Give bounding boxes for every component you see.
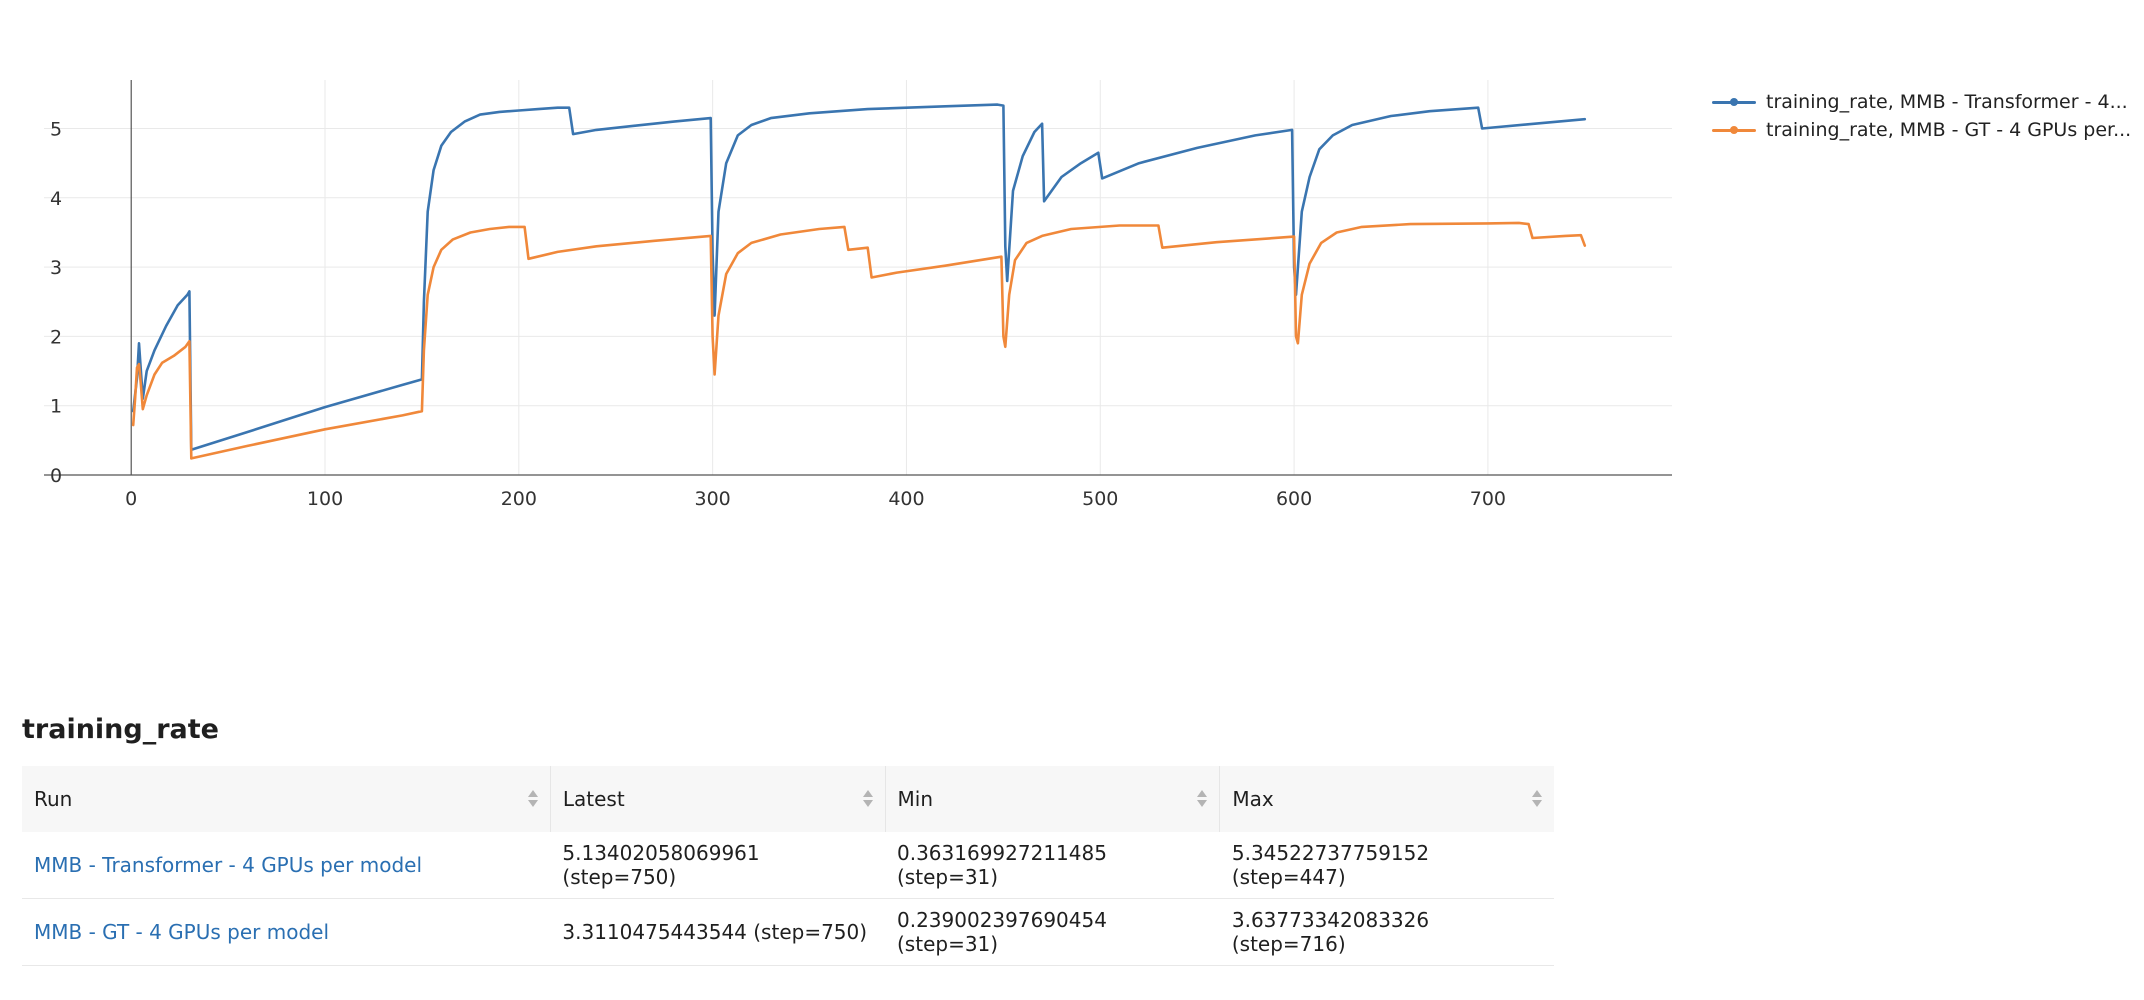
chart-series — [131, 103, 1587, 460]
column-header-label: Min — [897, 787, 934, 811]
x-tick-label: 200 — [501, 488, 537, 510]
column-header-label: Latest — [562, 787, 625, 811]
chart-legend: training_rate, MMB - Transformer - 4... … — [1712, 88, 2131, 144]
min-cell: 0.239002397690454 (step=31) — [885, 898, 1220, 966]
x-tick-label: 400 — [888, 488, 924, 510]
legend-item-transformer[interactable]: training_rate, MMB - Transformer - 4... — [1712, 88, 2131, 116]
metric-summary-table: Run Latest Min Max MMB - Transformer - 4… — [22, 766, 1554, 966]
y-tick-label: 3 — [50, 257, 62, 279]
sort-icon[interactable] — [862, 788, 873, 810]
legend-dot-gt — [1730, 126, 1738, 134]
run-link[interactable]: MMB - GT - 4 GPUs per model — [34, 920, 330, 944]
sort-icon[interactable] — [1532, 788, 1542, 810]
x-tick-label: 0 — [125, 488, 137, 510]
column-header-label: Max — [1232, 787, 1274, 811]
sort-icon[interactable] — [527, 788, 538, 810]
legend-item-gt[interactable]: training_rate, MMB - GT - 4 GPUs per... — [1712, 116, 2131, 144]
column-header-min[interactable]: Min — [885, 766, 1221, 832]
sort-icon[interactable] — [1197, 788, 1208, 810]
y-tick-label: 2 — [50, 326, 62, 348]
run-cell: MMB - GT - 4 GPUs per model — [22, 898, 551, 966]
y-tick-label: 0 — [50, 465, 62, 487]
x-tick-label: 500 — [1082, 488, 1118, 510]
legend-dot-transformer — [1730, 98, 1738, 106]
y-tick-label: 5 — [50, 119, 62, 141]
table-row: MMB - Transformer - 4 GPUs per model 5.1… — [22, 832, 1554, 899]
chart-tick-labels: 0 100 200 300 400 500 600 700 0 1 2 3 4 5 — [50, 119, 1506, 510]
max-cell: 5.34522737759152 (step=447) — [1219, 832, 1554, 899]
column-header-latest[interactable]: Latest — [550, 766, 886, 832]
table-header-row: Run Latest Min Max — [22, 766, 1554, 832]
training-rate-line-chart: 0 100 200 300 400 500 600 700 0 1 2 3 4 5 — [44, 80, 1672, 510]
chart-grid — [44, 80, 1672, 475]
chart-axes — [44, 80, 1672, 476]
legend-label-transformer: training_rate, MMB - Transformer - 4... — [1766, 91, 2128, 113]
legend-label-gt: training_rate, MMB - GT - 4 GPUs per... — [1766, 119, 2132, 141]
run-cell: MMB - Transformer - 4 GPUs per model — [22, 832, 551, 899]
x-tick-label: 600 — [1276, 488, 1312, 510]
table-row: MMB - GT - 4 GPUs per model 3.3110475443… — [22, 898, 1554, 966]
legend-swatch-icon — [1712, 92, 1756, 112]
run-link[interactable]: MMB - Transformer - 4 GPUs per model — [34, 853, 423, 877]
series-line-0 — [131, 103, 1587, 452]
latest-cell: 3.3110475443544 (step=750) — [550, 898, 885, 966]
x-tick-label: 700 — [1470, 488, 1506, 510]
series-line-1 — [131, 221, 1587, 460]
metric-title: training_rate — [22, 714, 219, 745]
y-tick-label: 4 — [50, 188, 62, 210]
max-cell: 3.63773342083326 (step=716) — [1219, 898, 1554, 966]
column-header-run[interactable]: Run — [22, 766, 551, 832]
x-tick-label: 100 — [307, 488, 343, 510]
latest-cell: 5.13402058069961 (step=750) — [550, 832, 885, 899]
legend-swatch-icon — [1712, 120, 1756, 140]
x-tick-label: 300 — [695, 488, 731, 510]
y-tick-label: 1 — [50, 396, 62, 418]
column-header-label: Run — [34, 787, 73, 811]
min-cell: 0.363169927211485 (step=31) — [885, 832, 1220, 899]
column-header-max[interactable]: Max — [1219, 766, 1554, 832]
